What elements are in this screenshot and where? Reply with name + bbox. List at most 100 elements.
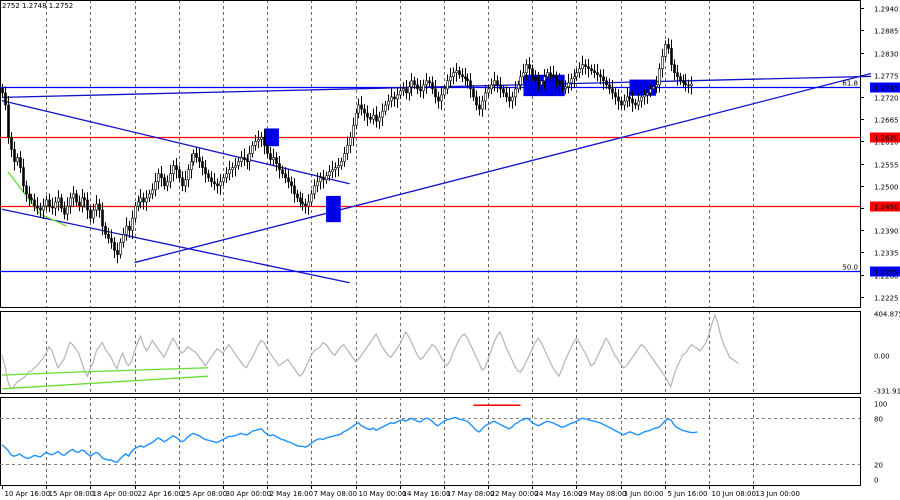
candle-body <box>36 205 39 209</box>
cci-tick-label: 404.8759 <box>874 311 900 319</box>
candle-body <box>331 169 334 172</box>
candle-body <box>151 189 154 195</box>
price-tick-label: 1.2225 <box>874 295 899 303</box>
price-tick-label: 1.2665 <box>874 117 899 125</box>
candle-body <box>290 181 293 187</box>
candle-body <box>670 48 673 65</box>
candle-body <box>658 68 661 86</box>
candle-body <box>296 193 299 199</box>
candle-body <box>66 205 69 215</box>
candle-body <box>284 173 287 179</box>
candle-body <box>343 153 346 162</box>
candle-body <box>39 207 42 211</box>
candle-body <box>410 80 413 88</box>
candle-body <box>372 114 375 120</box>
candle-body <box>60 197 63 209</box>
candle-body <box>402 88 405 92</box>
candle-body <box>531 68 534 78</box>
candle-body <box>13 149 16 162</box>
candle-body <box>623 100 626 106</box>
candle-body <box>216 183 219 187</box>
cci-green-segment <box>78 367 209 373</box>
candle-body <box>469 80 472 90</box>
time-tick-label: 10 Jun 08:00 <box>712 490 756 498</box>
candle-body <box>537 80 540 86</box>
candle-body <box>231 167 234 170</box>
candle-body <box>455 70 458 74</box>
candle-body <box>505 92 508 98</box>
candle-body <box>210 177 213 183</box>
candle-body <box>225 173 228 179</box>
candle-body <box>287 177 290 183</box>
candle-body <box>89 209 92 219</box>
price-tick-label: 1.2390 <box>874 228 899 236</box>
candle-body <box>431 82 434 90</box>
candle-body <box>349 137 352 146</box>
candle-body <box>684 82 687 86</box>
level-label: 1.2745 <box>874 85 899 93</box>
candle-body <box>107 233 110 239</box>
candle-body <box>631 98 634 104</box>
candle-body <box>428 80 431 84</box>
candle-body <box>251 145 254 154</box>
candle-body <box>649 88 652 94</box>
candle-body <box>390 96 393 102</box>
candle-body <box>452 72 455 78</box>
price-frame <box>0 0 861 308</box>
candle-body <box>134 205 137 219</box>
candle-body <box>337 165 340 168</box>
time-tick-label: 5 Jun 16:00 <box>668 490 708 498</box>
cci-green-segment <box>1 375 209 390</box>
candle-body <box>240 157 243 162</box>
candle-body <box>676 72 679 78</box>
candle-body <box>201 161 204 168</box>
candle-body <box>78 201 81 207</box>
candle-body <box>605 80 608 86</box>
candle-body <box>363 108 366 114</box>
candle-body <box>169 173 172 183</box>
candle-body <box>98 203 101 211</box>
level-prefix: 61.8 <box>842 80 858 88</box>
candle-body <box>475 96 478 106</box>
candle-body <box>546 72 549 78</box>
price-panel: 1.2940 1.2885 1.2830 1.2775 1.2720 1.2665 1.26… <box>0 0 900 308</box>
candle-body <box>378 116 381 122</box>
candle-body <box>360 104 363 110</box>
candle-body <box>198 157 201 162</box>
candle-body <box>655 84 658 88</box>
candle-body <box>599 74 602 78</box>
candle-body <box>549 72 552 76</box>
candle-body <box>92 209 95 219</box>
rsi-line <box>1 416 698 464</box>
candle-body <box>664 44 667 57</box>
candle-body <box>22 167 25 187</box>
candle-body <box>131 217 134 231</box>
candle-body <box>564 86 567 90</box>
candle-body <box>248 153 251 162</box>
candle-body <box>299 197 302 203</box>
candles <box>1 37 693 264</box>
candle-body <box>328 171 331 177</box>
candle-body <box>502 88 505 94</box>
time-tick-label: 10 May 00:00 <box>359 490 407 498</box>
time-tick-label: 14 May 16:00 <box>403 490 451 498</box>
candle-body <box>63 207 66 215</box>
candle-body <box>679 76 682 82</box>
candle-body <box>4 92 7 106</box>
candle-body <box>493 80 496 86</box>
candle-body <box>508 96 511 102</box>
candle-body <box>75 193 78 203</box>
candle-body <box>472 88 475 98</box>
candle-body <box>48 199 51 208</box>
candle-body <box>301 201 304 205</box>
candle-body <box>461 74 464 78</box>
trend-line <box>1 75 872 99</box>
candle-body <box>590 68 593 71</box>
candle-body <box>446 80 449 90</box>
candle-body <box>661 56 664 69</box>
candle-body <box>1 87 4 94</box>
candle-body <box>434 88 437 98</box>
candle-body <box>570 78 573 84</box>
candle-body <box>602 76 605 82</box>
